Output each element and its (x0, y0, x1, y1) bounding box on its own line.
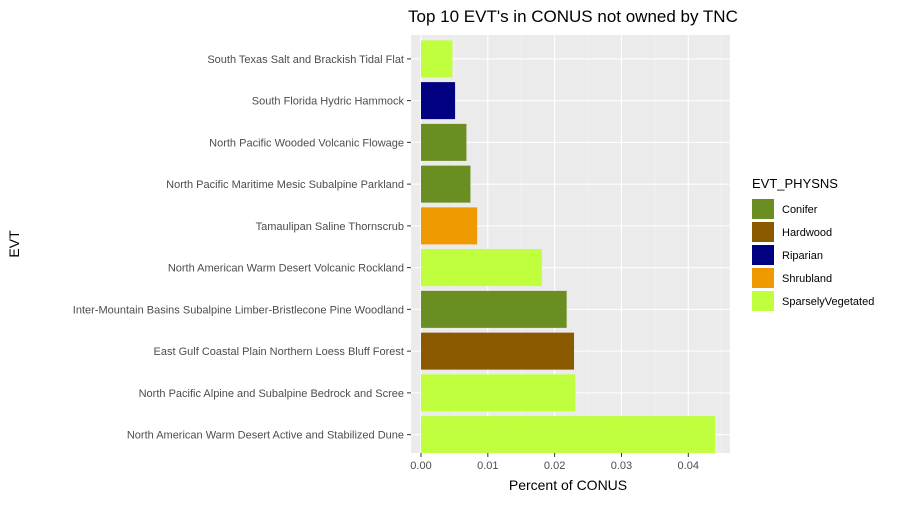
y-tick-label: East Gulf Coastal Plain Northern Loess B… (154, 346, 404, 358)
legend-label: Conifer (782, 204, 818, 216)
x-axis-ticks: 0.00 0.01 0.02 0.03 0.04 (410, 453, 699, 472)
bars (421, 40, 715, 454)
bar (421, 249, 542, 287)
x-tick-label: 0.02 (544, 460, 565, 472)
bar (421, 290, 567, 328)
x-tick-label: 0.00 (410, 460, 431, 472)
y-tick-label: South Texas Salt and Brackish Tidal Flat (207, 54, 404, 66)
y-tick-label: Inter-Mountain Basins Subalpine Limber-B… (73, 304, 404, 316)
legend-label: Riparian (782, 250, 823, 262)
legend-swatch (752, 245, 774, 265)
bar (421, 123, 467, 161)
legend-swatch (752, 222, 774, 242)
x-axis-title: Percent of CONUS (509, 477, 627, 493)
bar (421, 332, 575, 370)
x-tick-label: 0.03 (611, 460, 632, 472)
chart-title: Top 10 EVT's in CONUS not owned by TNC (408, 7, 738, 26)
bar (421, 40, 453, 78)
x-tick-label: 0.04 (678, 460, 699, 472)
legend-title: EVT_PHYSNS (752, 176, 838, 191)
legend-label: SparselyVegetated (782, 296, 874, 308)
legend-swatch (752, 291, 774, 311)
y-tick-label: North Pacific Maritime Mesic Subalpine P… (166, 179, 404, 191)
bar (421, 165, 471, 203)
y-axis-ticks: South Texas Salt and Brackish Tidal Flat… (73, 54, 411, 442)
x-tick-label: 0.01 (477, 460, 498, 472)
bar (421, 416, 715, 454)
legend-label: Shrubland (782, 273, 832, 285)
y-tick-label: North American Warm Desert Volcanic Rock… (168, 263, 404, 275)
legend-swatch (752, 199, 774, 219)
bar (421, 82, 456, 120)
y-tick-label: North Pacific Alpine and Subalpine Bedro… (139, 388, 404, 400)
legend-swatch (752, 268, 774, 288)
legend: EVT_PHYSNS Conifer Hardwood Riparian Shrubl… (752, 176, 874, 311)
y-tick-label: South Florida Hydric Hammock (252, 96, 405, 108)
y-tick-label: North American Warm Desert Active and St… (127, 430, 404, 442)
legend-items: Conifer Hardwood Riparian Shrubland Sparsely… (752, 199, 874, 311)
bar (421, 374, 576, 412)
bar (421, 207, 478, 245)
legend-label: Hardwood (782, 227, 832, 239)
y-tick-label: Tamaulipan Saline Thornscrub (256, 221, 404, 233)
y-axis-title: EVT (6, 230, 22, 258)
y-tick-label: North Pacific Wooded Volcanic Flowage (209, 137, 404, 149)
